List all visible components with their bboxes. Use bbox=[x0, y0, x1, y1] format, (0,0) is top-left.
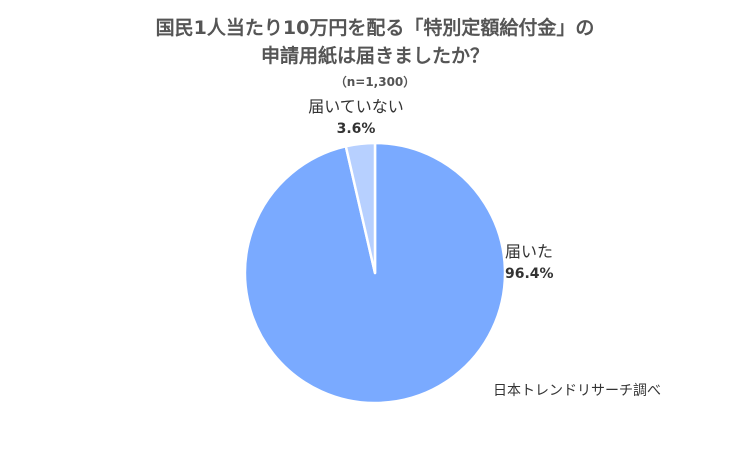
slice-label-not-received: 届いていない 3.6% bbox=[290, 96, 422, 140]
slice-label-not-received-text: 届いていない bbox=[308, 97, 404, 116]
chart-title-line2: 申請用紙は届きましたか？ bbox=[260, 45, 489, 67]
source-note: 日本トレンドリサーチ調べ bbox=[493, 383, 661, 399]
pie-slice-not-received bbox=[344, 141, 377, 275]
slice-label-received: 届いた 96.4% bbox=[505, 241, 554, 285]
slice-label-received-text: 届いた bbox=[505, 242, 554, 261]
slice-label-received-value: 96.4% bbox=[505, 266, 554, 282]
slice-label-not-received-value: 3.6% bbox=[336, 121, 376, 137]
chart-subtitle: （n=1,300） bbox=[334, 75, 416, 89]
chart-title-line1: 国民1人当たり10万円を配る「特別定額給付金」の bbox=[155, 17, 595, 39]
chart-title: 国民1人当たり10万円を配る「特別定額給付金」の 申請用紙は届きましたか？ bbox=[0, 14, 750, 70]
